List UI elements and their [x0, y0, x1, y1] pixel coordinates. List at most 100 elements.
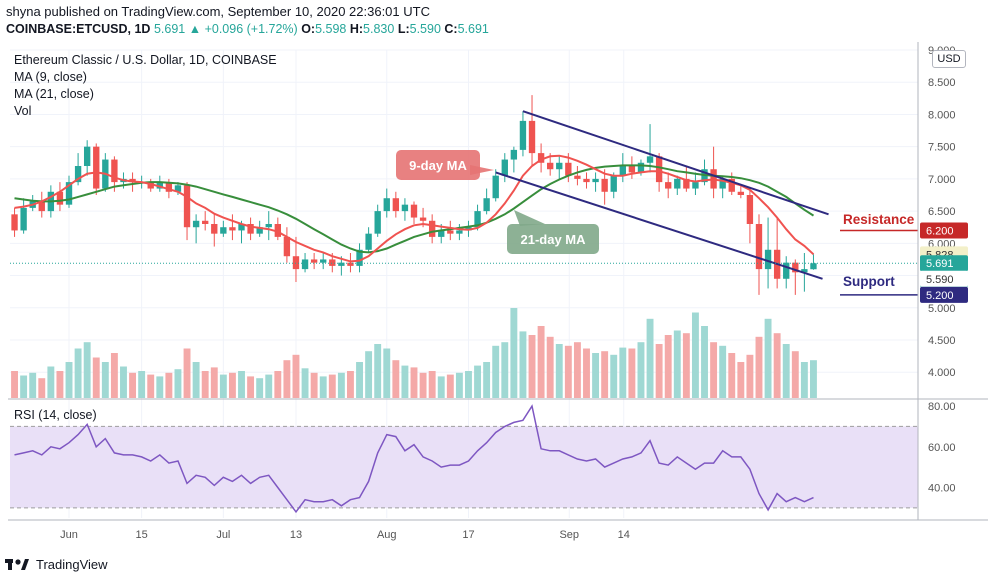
volume-bar: [564, 345, 572, 398]
candle-body: [374, 211, 381, 234]
up-arrow-icon: ▲: [188, 22, 202, 36]
ma21-tag-pointer: [514, 210, 545, 226]
volume-bar: [11, 371, 18, 398]
time-tick-label: 13: [290, 529, 302, 541]
candle-body: [492, 175, 499, 199]
candle-body: [655, 156, 663, 183]
volume-bar: [601, 351, 609, 398]
vol-legend[interactable]: Vol: [14, 104, 32, 118]
volume-bar: [120, 366, 127, 398]
currency-button[interactable]: USD: [932, 50, 966, 68]
rsi-tick-label: 40.00: [928, 482, 956, 494]
volume-bar: [728, 353, 736, 398]
candle-body: [65, 182, 73, 205]
candle-body: [419, 217, 427, 221]
volume-bar: [356, 362, 363, 398]
candle-body: [537, 153, 545, 163]
candle-body: [11, 214, 18, 231]
channel-lower-line: [495, 171, 823, 280]
candle-body: [447, 230, 454, 234]
footer-brand[interactable]: TradingView: [36, 556, 108, 572]
price-label: 6.200: [926, 225, 954, 237]
channel-upper-line: [522, 110, 829, 216]
volume-bar: [283, 360, 291, 398]
volume-bar: [628, 348, 636, 398]
volume-bar: [183, 348, 191, 398]
rsi-legend[interactable]: RSI (14, close): [14, 408, 97, 422]
candle-body: [583, 178, 590, 183]
volume-bar: [256, 378, 264, 398]
price-tick-label: 6.500: [928, 206, 956, 218]
volume-bar: [483, 362, 491, 398]
price-tick-label: 4.000: [928, 367, 956, 379]
candle-body: [728, 178, 735, 192]
volume-bar: [292, 354, 300, 398]
candle-body: [292, 256, 300, 270]
ma21-tag: 21-day MA: [520, 232, 586, 247]
volume-bar: [319, 376, 327, 398]
volume-bar: [65, 362, 73, 398]
ma9-tag-bg: [396, 150, 480, 180]
volume-bar: [92, 357, 100, 398]
volume-bar: [129, 372, 137, 398]
volume-bar: [383, 348, 391, 398]
tradingview-logo-icon: [5, 559, 29, 570]
high-label: H:: [349, 22, 364, 36]
candle-body: [746, 195, 754, 224]
volume-bar: [755, 336, 763, 398]
volume-bar: [446, 374, 454, 398]
chart-legend: Ethereum Classic / U.S. Dollar, 1D, COIN…: [14, 52, 277, 120]
volume-bar: [710, 342, 718, 398]
rsi-line: [14, 404, 814, 514]
ma9-line: [14, 154, 815, 263]
volume-bar: [691, 312, 699, 398]
volume-bar: [147, 374, 155, 398]
candle-body: [174, 185, 182, 192]
volume-bar: [101, 362, 109, 398]
volume-bar: [810, 360, 817, 398]
candle-body: [320, 259, 327, 263]
volume-bar: [610, 354, 618, 398]
candle-body: [783, 262, 790, 279]
candle-body: [356, 249, 363, 266]
candle-body: [220, 227, 227, 234]
candle-body: [456, 230, 463, 234]
ma21-legend[interactable]: MA (21, close): [14, 87, 94, 101]
volume-bar: [210, 367, 218, 398]
volume-bar: [637, 342, 645, 398]
price-label-bg: [920, 255, 968, 272]
candle-body: [510, 149, 518, 160]
close-label: C:: [444, 22, 458, 36]
candle-body: [483, 198, 490, 212]
candle-body: [692, 182, 699, 189]
price-change: +0.096 (+1.72%): [204, 22, 298, 36]
candle-body: [755, 224, 763, 270]
resistance-label: Resistance: [843, 212, 915, 227]
candle-body: [38, 201, 45, 212]
volume-bar: [573, 342, 581, 398]
volume-bar: [592, 353, 600, 398]
volume-bar: [328, 374, 336, 398]
volume-bar: [83, 342, 91, 398]
candle-body: [274, 224, 281, 237]
footer: TradingView: [4, 556, 108, 572]
price-label-bg: [920, 222, 968, 239]
candle-body: [147, 182, 154, 189]
ma21-line: [14, 164, 815, 254]
candle-body: [619, 166, 626, 176]
ma9-legend[interactable]: MA (9, close): [14, 70, 87, 84]
volume-bar: [719, 345, 727, 398]
open-value: 5.598: [315, 22, 347, 36]
candle-body: [56, 191, 64, 205]
time-tick-label: 17: [462, 529, 474, 541]
high-value: 5.830: [363, 22, 395, 36]
volume-bar: [501, 342, 509, 398]
volume-bar: [673, 330, 681, 398]
volume-bar: [301, 368, 309, 398]
volume-bar: [546, 336, 554, 398]
candle-body: [183, 185, 191, 228]
candle-body: [574, 175, 581, 179]
candle-body: [83, 146, 91, 166]
ma21-tag-bg: [507, 224, 599, 254]
